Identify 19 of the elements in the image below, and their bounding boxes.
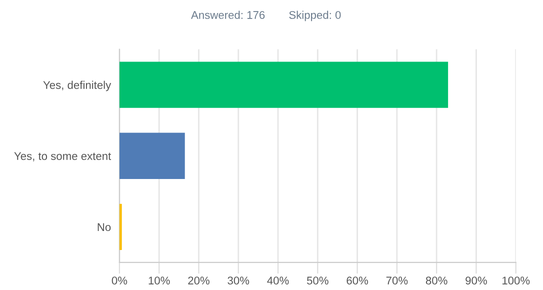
x-tick-label: 50% [306,276,328,284]
y-tick-label: No [98,223,111,232]
y-tick-label: Yes, definitely [43,80,112,92]
text: Answered: 176 [191,10,265,19]
bar [119,204,122,250]
x-tick-label: 70% [386,276,408,284]
x-tick-label: 20% [188,276,210,284]
x-tick-label: 90% [466,276,487,284]
x-tick-label: 60% [346,276,368,284]
x-tick-label: 10% [148,276,170,284]
x-tick-label: 80% [426,276,448,284]
x-tick-label: 40% [267,276,289,284]
x-tick-label: 0% [112,276,128,284]
bar [119,62,448,108]
text: Skipped: 0 [289,10,341,22]
x-tick-label: 30% [228,276,250,284]
x-tick-label: 100% [502,276,530,284]
bar [119,132,185,179]
y-tick-label: Yes, to some extent [14,152,112,162]
